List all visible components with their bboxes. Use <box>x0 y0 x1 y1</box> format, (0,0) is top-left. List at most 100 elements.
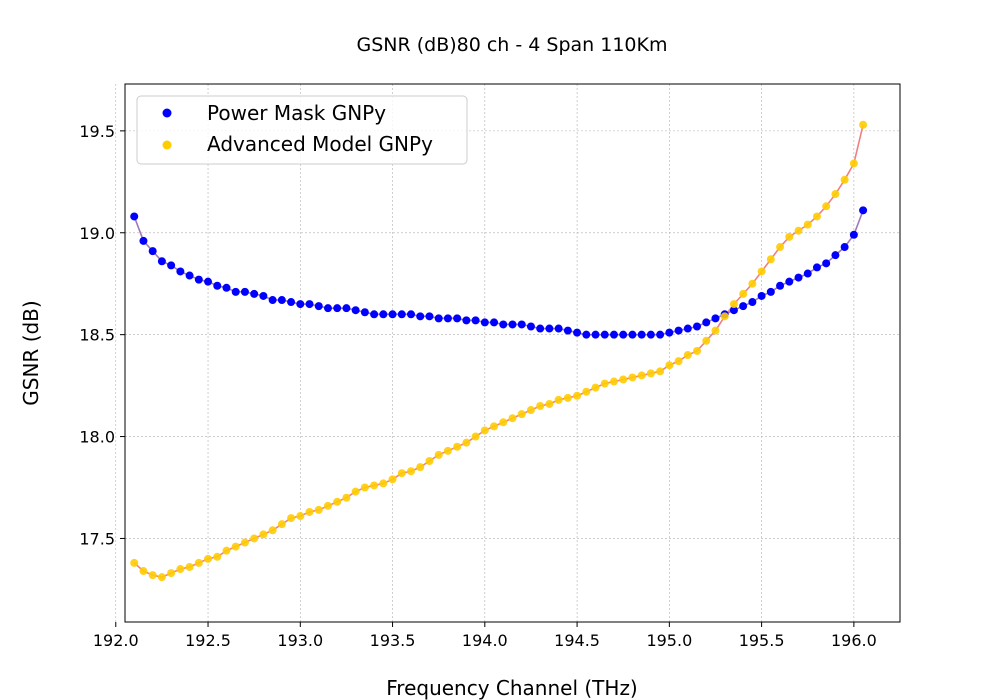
data-point-series-1 <box>397 469 406 478</box>
data-point-series-0 <box>425 312 434 321</box>
data-point-series-1 <box>148 571 157 580</box>
plot-area-frame <box>124 83 901 623</box>
data-point-series-0 <box>656 330 665 339</box>
legend-marker-advanced-model <box>162 140 172 150</box>
data-point-series-1 <box>646 369 655 378</box>
grid <box>115 84 900 622</box>
data-point-series-1 <box>683 351 692 360</box>
data-point-series-1 <box>554 395 563 404</box>
data-point-series-0 <box>822 259 831 268</box>
data-point-series-0 <box>526 322 535 331</box>
data-point-series-0 <box>766 287 775 296</box>
data-point-series-0 <box>130 212 139 221</box>
data-point-series-0 <box>240 287 249 296</box>
data-point-series-0 <box>185 271 194 280</box>
data-point-series-0 <box>250 289 259 298</box>
data-point-series-0 <box>600 330 609 339</box>
data-point-series-0 <box>849 230 858 239</box>
data-point-series-1 <box>508 414 517 423</box>
data-point-series-0 <box>757 291 766 300</box>
data-point-series-1 <box>637 371 646 380</box>
data-point-series-1 <box>609 377 618 386</box>
data-point-series-1 <box>305 507 314 516</box>
data-point-series-1 <box>785 232 794 241</box>
legend: Power Mask GNPy Advanced Model GNPy <box>136 95 468 165</box>
data-point-series-0 <box>739 302 748 311</box>
data-point-series-0 <box>213 281 222 290</box>
data-point-series-0 <box>803 269 812 278</box>
data-point-series-0 <box>646 330 655 339</box>
data-point-series-1 <box>296 512 305 521</box>
data-point-series-1 <box>194 558 203 567</box>
data-point-series-0 <box>517 320 526 329</box>
x-tick-label: 196.0 <box>831 631 877 650</box>
data-point-series-1 <box>794 226 803 235</box>
data-point-series-0 <box>674 326 683 335</box>
x-tick-label: 194.5 <box>554 631 600 650</box>
x-tick-label: 195.0 <box>646 631 692 650</box>
data-point-series-0 <box>194 275 203 284</box>
data-point-series-1 <box>157 573 166 582</box>
data-point-series-0 <box>453 314 462 323</box>
data-point-series-0 <box>323 304 332 313</box>
data-point-series-0 <box>471 316 480 325</box>
data-point-series-0 <box>490 318 499 327</box>
y-tick-label: 17.5 <box>79 529 115 548</box>
data-point-series-0 <box>499 320 508 329</box>
data-point-series-1 <box>693 346 702 355</box>
x-axis-title: Frequency Channel (THz) <box>386 676 638 700</box>
data-point-series-0 <box>573 328 582 337</box>
data-point-series-0 <box>859 206 868 215</box>
data-point-series-1 <box>314 505 323 514</box>
data-point-series-0 <box>729 306 738 315</box>
data-point-series-0 <box>785 277 794 286</box>
x-tick-label: 193.0 <box>277 631 323 650</box>
data-point-series-0 <box>812 263 821 272</box>
data-point-series-0 <box>609 330 618 339</box>
data-point-series-1 <box>628 373 637 382</box>
data-point-series-1 <box>545 399 554 408</box>
data-point-series-0 <box>157 257 166 266</box>
data-point-series-0 <box>536 324 545 333</box>
data-point-series-0 <box>554 324 563 333</box>
data-point-series-0 <box>296 300 305 309</box>
data-point-series-0 <box>462 316 471 325</box>
data-point-series-1 <box>333 497 342 506</box>
x-tick-label: 192.5 <box>185 631 231 650</box>
data-point-series-0 <box>167 261 176 270</box>
data-point-series-1 <box>563 393 572 402</box>
data-point-series-0 <box>508 320 517 329</box>
data-point-series-1 <box>231 542 240 551</box>
data-point-series-0 <box>222 283 231 292</box>
x-tick-label: 192.0 <box>93 631 139 650</box>
data-point-series-1 <box>360 483 369 492</box>
data-point-series-1 <box>379 479 388 488</box>
data-point-series-0 <box>443 314 452 323</box>
data-point-series-1 <box>776 243 785 252</box>
data-point-series-1 <box>812 212 821 221</box>
data-point-series-0 <box>776 281 785 290</box>
data-point-series-1 <box>748 279 757 288</box>
data-point-series-1 <box>573 391 582 400</box>
data-point-series-0 <box>287 298 296 307</box>
data-point-series-0 <box>379 310 388 319</box>
x-tick-label: 194.0 <box>462 631 508 650</box>
data-point-series-1 <box>490 422 499 431</box>
data-point-series-1 <box>259 530 268 539</box>
data-point-series-0 <box>351 306 360 315</box>
y-axis-title: GSNR (dB) <box>19 300 43 405</box>
data-point-series-1 <box>471 432 480 441</box>
data-point-series-1 <box>711 326 720 335</box>
x-tick-label: 195.5 <box>739 631 785 650</box>
data-point-series-0 <box>563 326 572 335</box>
data-point-series-1 <box>443 446 452 455</box>
data-point-series-1 <box>204 554 213 563</box>
data-point-series-1 <box>167 569 176 578</box>
data-point-series-1 <box>739 289 748 298</box>
data-point-series-0 <box>416 312 425 321</box>
data-point-series-1 <box>720 312 729 321</box>
data-point-series-1 <box>840 175 849 184</box>
series-line-1 <box>133 124 864 579</box>
data-point-series-0 <box>637 330 646 339</box>
